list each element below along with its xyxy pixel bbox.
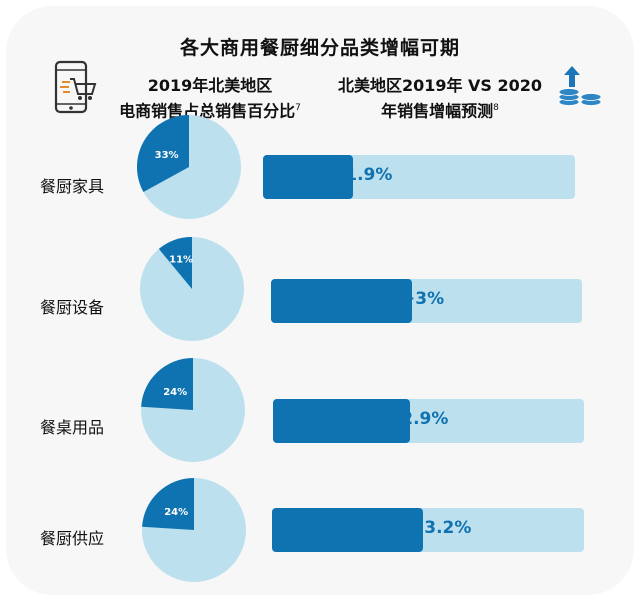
bar-value-label: +1.9% <box>331 165 393 185</box>
right-header-footnote: 8 <box>493 103 499 113</box>
pie-slice-share <box>136 115 189 193</box>
category-label: 餐厨家具 <box>40 177 105 196</box>
category-label: 餐厨设备 <box>40 298 105 317</box>
bar-fill <box>271 279 412 323</box>
left-column-header: 2019年北美地区 电商销售占总销售百分比7 <box>110 75 310 122</box>
left-header-footnote: 7 <box>295 103 301 113</box>
right-header-line2: 年销售增幅预测8 <box>381 101 499 121</box>
bar-value-label: +3.2% <box>410 518 472 538</box>
category-label: 餐厨供应 <box>40 529 105 548</box>
pie-value-label: 24% <box>164 507 188 518</box>
left-header-line1: 2019年北美地区 <box>147 76 273 95</box>
right-header-line1: 北美地区2019年 VS 2020 <box>337 76 543 95</box>
pie-value-label: 11% <box>169 255 193 266</box>
coins-up-arrow-icon <box>558 66 602 106</box>
bar-value-label: +2.9% <box>387 409 449 429</box>
pie-slice-share <box>158 237 192 289</box>
bar-track: +2.9% <box>273 399 584 443</box>
pie-value-label: 33% <box>155 150 179 161</box>
bar-value-label: +3% <box>401 289 445 309</box>
pie-chart: 11% <box>140 237 244 341</box>
smartphone-cart-icon <box>54 60 97 114</box>
bar-fill <box>272 508 423 552</box>
category-label: 餐桌用品 <box>40 418 105 437</box>
bar-fill <box>273 399 410 443</box>
bar-track: +1.9% <box>263 155 575 199</box>
pie-slice-share <box>141 358 193 410</box>
right-column-header: 北美地区2019年 VS 2020 年销售增幅预测8 <box>330 75 550 122</box>
left-header-line2: 电商销售占总销售百分比7 <box>119 101 301 121</box>
bar-fill <box>263 155 353 199</box>
chart-title: 各大商用餐厨细分品类增幅可期 <box>179 37 460 59</box>
pie-chart: 24% <box>142 478 246 582</box>
pie-value-label: 24% <box>163 387 187 398</box>
bar-track: +3.2% <box>272 508 584 552</box>
pie-chart: 24% <box>141 358 245 462</box>
pie-slice-share <box>142 478 194 530</box>
bar-track: +3% <box>271 279 582 323</box>
pie-chart: 33% <box>136 115 241 219</box>
